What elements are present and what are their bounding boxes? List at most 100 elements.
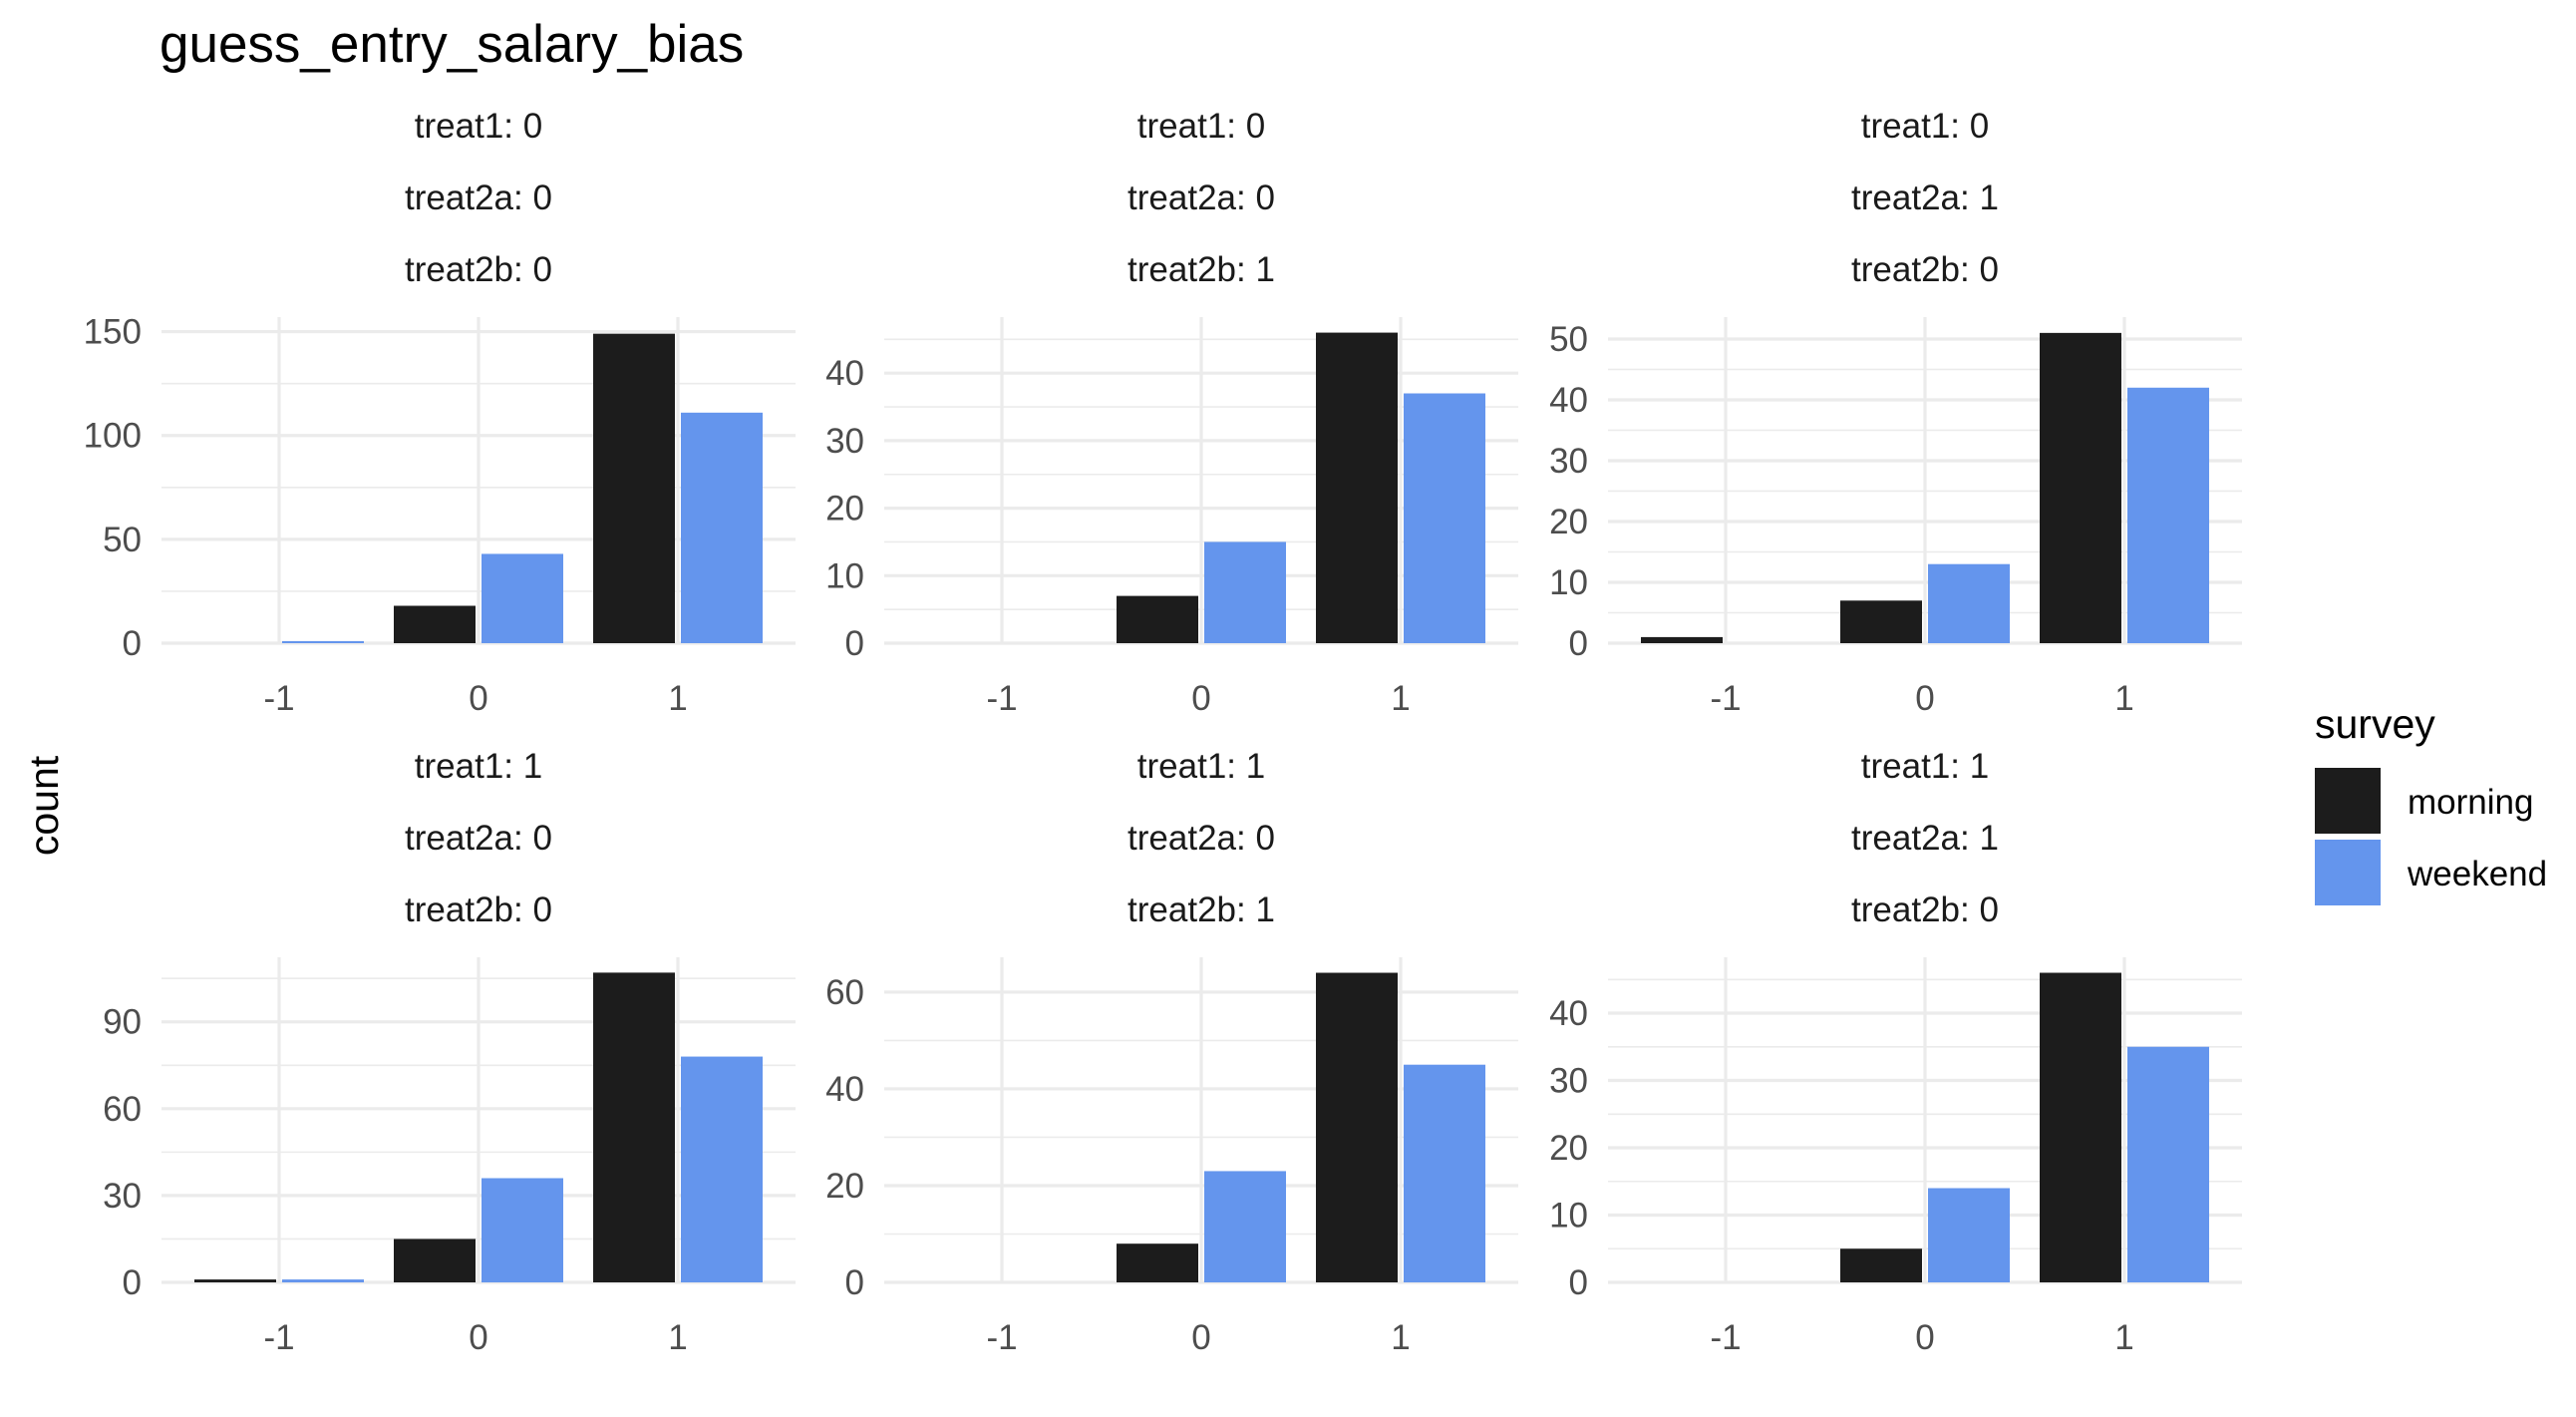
bar-morning xyxy=(1641,636,1723,643)
x-tick-label: -1 xyxy=(986,679,1017,718)
y-tick-label: 50 xyxy=(103,521,142,559)
x-tick-label: 0 xyxy=(1915,679,1934,718)
x-tick-label: 0 xyxy=(469,679,487,718)
facet-panel: treat1: 1 treat2a: 0 treat2b: 0 0 30 60 90 -1 0 1 xyxy=(103,747,796,1357)
bar-morning xyxy=(394,605,476,643)
facet-strip-label: treat2a: 0 xyxy=(405,819,552,858)
bar-weekend xyxy=(1928,1188,2010,1282)
y-axis-title: count xyxy=(21,755,67,856)
y-tick-label: 10 xyxy=(1549,563,1588,602)
y-tick-label: 30 xyxy=(103,1177,142,1216)
x-tick-label: 1 xyxy=(1391,1318,1410,1357)
legend-key-weekend xyxy=(2315,840,2381,905)
x-tick-label: 0 xyxy=(1191,679,1210,718)
x-tick-label: 0 xyxy=(1191,1318,1210,1357)
bar-morning xyxy=(1117,595,1198,643)
y-tick-label: 20 xyxy=(825,490,864,529)
bar-weekend xyxy=(1204,541,1286,643)
y-tick-label: 60 xyxy=(103,1090,142,1129)
bar-morning xyxy=(1840,600,1922,643)
bar-morning xyxy=(394,1239,476,1282)
facet-strip-label: treat2a: 0 xyxy=(1127,178,1275,217)
facet-strip-label: treat2a: 0 xyxy=(405,178,552,217)
y-tick-label: 150 xyxy=(84,313,142,352)
bar-weekend xyxy=(282,640,364,643)
bar-weekend xyxy=(2127,387,2209,643)
y-tick-label: 0 xyxy=(123,1263,142,1302)
y-tick-label: 0 xyxy=(845,624,864,663)
facet-panel: treat1: 1 treat2a: 0 treat2b: 1 0 20 40 60 -1 0 1 xyxy=(825,747,1518,1357)
facet-strip-label: treat1: 1 xyxy=(415,747,542,786)
x-tick-label: -1 xyxy=(263,1318,294,1357)
facet-strip-label: treat1: 0 xyxy=(1137,107,1265,146)
bar-morning xyxy=(1316,332,1398,643)
x-tick-label: 1 xyxy=(2114,1318,2133,1357)
y-tick-label: 0 xyxy=(845,1263,864,1302)
facet-strip-label: treat1: 1 xyxy=(1137,747,1265,786)
bar-weekend xyxy=(1404,393,1485,643)
y-tick-label: 40 xyxy=(1549,994,1588,1033)
y-tick-label: 40 xyxy=(825,354,864,393)
legend-title: survey xyxy=(2315,701,2435,747)
facet-strip-label: treat2a: 1 xyxy=(1851,819,1999,858)
facet-panel: treat1: 0 treat2a: 0 treat2b: 0 0 50 100 150 -1… xyxy=(84,107,796,718)
x-tick-label: 0 xyxy=(469,1318,487,1357)
x-tick-label: -1 xyxy=(1710,679,1741,718)
facet-strip-label: treat2b: 0 xyxy=(405,250,552,289)
bar-morning xyxy=(1840,1248,1922,1282)
bar-weekend xyxy=(1404,1064,1485,1282)
y-tick-label: 20 xyxy=(1549,1129,1588,1168)
bar-weekend xyxy=(1928,563,2010,643)
facet-strip-label: treat2b: 0 xyxy=(405,890,552,929)
chart-title: guess_entry_salary_bias xyxy=(160,15,744,74)
y-tick-label: 10 xyxy=(1549,1197,1588,1236)
x-tick-label: 0 xyxy=(1915,1318,1934,1357)
legend-label-weekend: weekend xyxy=(2407,855,2547,893)
y-tick-label: 0 xyxy=(123,624,142,663)
y-tick-label: 40 xyxy=(825,1070,864,1109)
facet-strip-label: treat1: 0 xyxy=(415,107,542,146)
y-tick-label: 100 xyxy=(84,417,142,456)
bar-weekend xyxy=(282,1279,364,1282)
legend-key-morning xyxy=(2315,768,2381,834)
y-tick-label: 30 xyxy=(1549,1062,1588,1101)
bar-weekend xyxy=(482,553,563,643)
bar-morning xyxy=(593,333,675,643)
y-tick-label: 50 xyxy=(1549,320,1588,359)
x-tick-label: -1 xyxy=(263,679,294,718)
facet-strip-label: treat1: 0 xyxy=(1861,107,1989,146)
facet-strip-label: treat2a: 0 xyxy=(1127,819,1275,858)
bar-morning xyxy=(593,972,675,1282)
facet-strip-label: treat2b: 0 xyxy=(1851,250,1999,289)
x-tick-label: 1 xyxy=(1391,679,1410,718)
bar-morning xyxy=(194,1279,276,1282)
facet-strip-label: treat2b: 1 xyxy=(1127,890,1275,929)
y-tick-label: 0 xyxy=(1569,624,1588,663)
bar-morning xyxy=(1117,1243,1198,1282)
legend-entries: morning weekend xyxy=(2315,768,2547,905)
y-tick-label: 20 xyxy=(825,1167,864,1206)
facet-strip-label: treat2a: 1 xyxy=(1851,178,1999,217)
y-tick-label: 0 xyxy=(1569,1263,1588,1302)
bar-morning xyxy=(2040,332,2121,643)
legend: survey morning weekend xyxy=(2315,701,2547,905)
bar-weekend xyxy=(2127,1046,2209,1282)
bar-morning xyxy=(1316,972,1398,1282)
y-tick-label: 90 xyxy=(103,1003,142,1042)
y-tick-label: 30 xyxy=(825,422,864,461)
x-tick-label: -1 xyxy=(986,1318,1017,1357)
bar-weekend xyxy=(482,1178,563,1282)
x-tick-label: 1 xyxy=(668,1318,687,1357)
y-tick-label: 60 xyxy=(825,973,864,1012)
y-tick-label: 10 xyxy=(825,556,864,595)
x-tick-label: 1 xyxy=(668,679,687,718)
x-tick-label: 1 xyxy=(2114,679,2133,718)
x-tick-label: -1 xyxy=(1710,1318,1741,1357)
facet-strip-label: treat1: 1 xyxy=(1861,747,1989,786)
y-tick-label: 20 xyxy=(1549,503,1588,541)
